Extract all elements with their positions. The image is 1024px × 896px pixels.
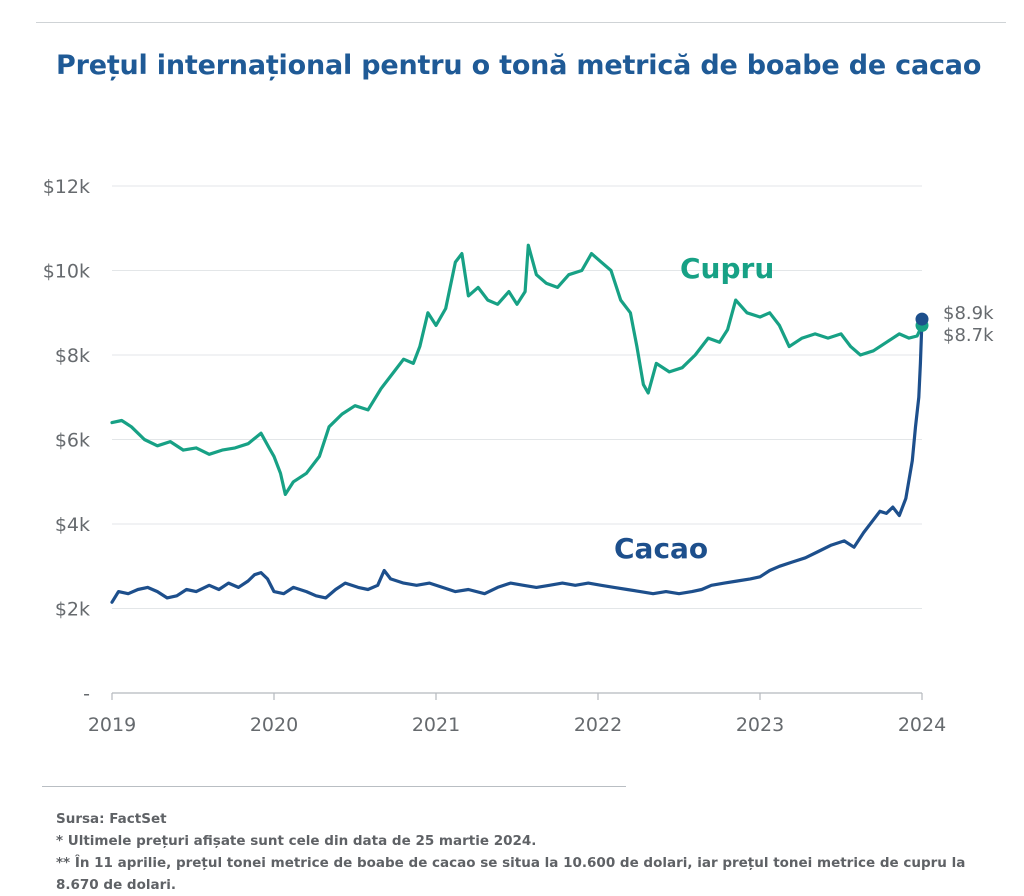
x-tick-label: 2022 bbox=[574, 714, 622, 736]
notes-divider bbox=[42, 786, 626, 787]
y-tick-label: $8k bbox=[55, 345, 90, 367]
source-note: Sursa: FactSet bbox=[56, 811, 167, 827]
grid-lines bbox=[111, 185, 923, 700]
y-tick-label: $6k bbox=[55, 430, 90, 452]
series-line-cupru bbox=[110, 243, 924, 496]
y-tick-label: $4k bbox=[55, 514, 90, 536]
footnote-2: ** În 11 aprilie, prețul tonei metrice d… bbox=[56, 855, 966, 871]
x-axis-tick-labels: 2019 2020 2021 2022 2023 2024 bbox=[88, 714, 946, 736]
top-divider bbox=[36, 22, 1006, 23]
end-marker-cacao bbox=[915, 312, 929, 326]
x-tick-label: 2024 bbox=[898, 714, 946, 736]
series-name-label-cacao: Cacao bbox=[614, 532, 708, 565]
footnote-3: 8.670 de dolari. bbox=[56, 877, 177, 893]
y-tick-label: $2k bbox=[55, 599, 90, 621]
x-tick-label: 2021 bbox=[412, 714, 460, 736]
series-labels: $8.7k$8.9k Cupru Cacao bbox=[614, 252, 994, 565]
y-tick-label: $10k bbox=[43, 261, 90, 283]
series-name-label-cupru: Cupru bbox=[680, 252, 774, 285]
series-lines bbox=[110, 243, 924, 604]
end-value-label-cacao: $8.9k bbox=[943, 303, 994, 324]
end-markers bbox=[915, 312, 929, 332]
x-tick-label: 2020 bbox=[250, 714, 298, 736]
footnotes: Sursa: FactSet * Ultimele prețuri afișat… bbox=[56, 808, 1006, 896]
y-tick-label: $12k bbox=[43, 176, 90, 198]
chart-title: Prețul internațional pentru o tonă metri… bbox=[56, 50, 982, 81]
x-tick-label: 2019 bbox=[88, 714, 136, 736]
end-value-label-cupru: $8.7k bbox=[943, 325, 994, 346]
y-axis-tick-labels: - $2k $4k $6k $8k $10k $12k bbox=[43, 176, 90, 705]
x-tick-label: 2023 bbox=[736, 714, 784, 736]
series-line-cacao bbox=[110, 317, 924, 604]
footnote-1: * Ultimele prețuri afișate sunt cele din… bbox=[56, 833, 537, 849]
y-tick-label: - bbox=[83, 683, 90, 705]
line-chart: -$2k$4k$6k$8k$10k$12k 2019 2020 2021 2022 20… bbox=[43, 176, 994, 736]
